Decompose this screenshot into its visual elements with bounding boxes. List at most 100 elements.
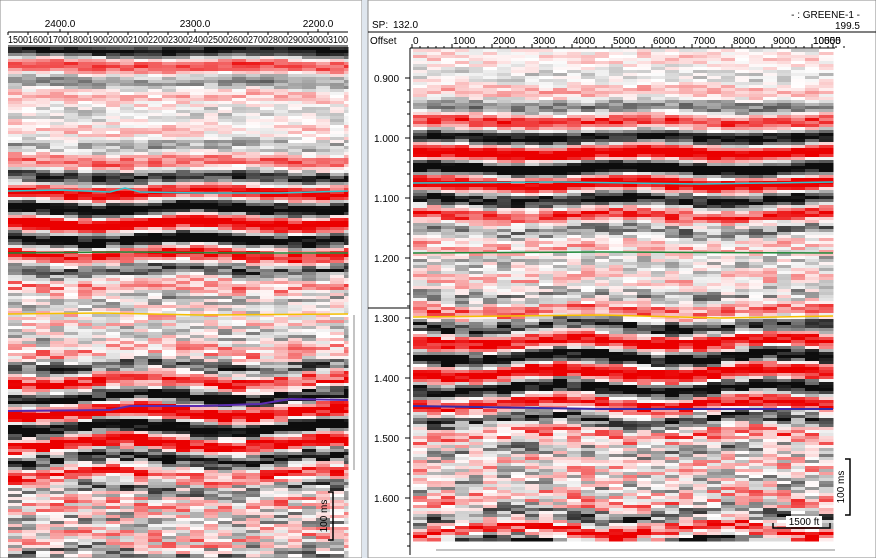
seismic-cell: [190, 293, 205, 297]
seismic-cell: [64, 473, 79, 477]
seismic-cell: [134, 419, 149, 423]
seismic-cell: [204, 461, 219, 465]
seismic-cell: [8, 191, 23, 195]
seismic-cell: [581, 79, 596, 83]
seismic-cell: [162, 203, 177, 207]
seismic-cell: [120, 464, 135, 468]
seismic-cell: [92, 203, 107, 207]
seismic-cell: [749, 118, 764, 122]
seismic-cell: [92, 350, 107, 354]
seismic-cell: [92, 47, 107, 51]
seismic-cell: [777, 106, 792, 110]
seismic-cell: [106, 344, 121, 348]
seismic-cell: [190, 338, 205, 342]
seismic-cell: [8, 89, 23, 93]
seismic-cell: [8, 179, 23, 183]
seismic-cell: [302, 434, 317, 438]
seismic-cell: [330, 80, 345, 84]
seismic-cell: [106, 356, 121, 360]
seismic-cell: [8, 278, 23, 282]
seismic-cell: [106, 47, 121, 51]
seismic-cell: [260, 437, 275, 441]
seismic-cell: [567, 64, 582, 68]
seismic-cell: [190, 344, 205, 348]
seismic-cell: [302, 458, 317, 462]
seismic-cell: [553, 82, 568, 86]
seismic-cell: [64, 551, 79, 555]
seismic-cell: [330, 164, 345, 168]
seismic-cell: [721, 103, 736, 107]
seismic-cell: [22, 305, 37, 309]
seismic-cell: [330, 407, 345, 411]
seismic-cell: [469, 106, 484, 110]
seismic-cell: [204, 413, 219, 417]
seismic-cell: [567, 112, 582, 116]
seismic-cell: [64, 122, 79, 126]
seismic-cell: [106, 302, 121, 306]
seismic-cell: [232, 545, 247, 549]
seismic-cell: [316, 188, 331, 192]
seismic-cell: [134, 452, 149, 456]
seismic-cell: [36, 290, 51, 294]
seismic-cell: [134, 395, 149, 399]
seismic-cell: [92, 416, 107, 420]
seismic-cell: [218, 470, 233, 474]
seismic-cell: [176, 446, 191, 450]
seismic-cell: [246, 254, 261, 258]
seismic-cell: [148, 269, 163, 273]
seismic-cell: [50, 464, 65, 468]
seismic-cell: [148, 131, 163, 135]
seismic-cell: [36, 332, 51, 336]
seismic-cell: [78, 449, 93, 453]
seismic-cell: [260, 65, 275, 69]
seismic-cell: [260, 89, 275, 93]
seismic-cell: [441, 61, 456, 65]
seismic-cell: [288, 479, 303, 483]
seismic-cell: [134, 215, 149, 219]
seismic-cell: [316, 311, 331, 315]
seismic-cell: [190, 266, 205, 270]
seismic-cell: [260, 221, 275, 225]
seismic-cell: [176, 62, 191, 66]
seismic-cell: [316, 479, 331, 483]
seismic-cell: [218, 515, 233, 519]
seismic-cell: [316, 308, 331, 312]
seismic-cell: [595, 121, 610, 125]
seismic-cell: [78, 338, 93, 342]
seismic-cell: [260, 293, 275, 297]
seismic-cell: [791, 91, 806, 95]
seismic-cell: [427, 94, 442, 98]
seismic-cell: [162, 488, 177, 492]
seismic-cell: [204, 422, 219, 426]
seismic-cell: [36, 287, 51, 291]
seismic-cell: [148, 218, 163, 222]
seismic-cell: [511, 82, 526, 86]
seismic-cell: [483, 55, 498, 59]
seismic-cell: [204, 53, 219, 57]
seismic-cell: [148, 119, 163, 123]
seismic-cell: [330, 167, 345, 171]
seismic-cell: [665, 67, 680, 71]
seismic-cell: [330, 134, 345, 138]
seismic-cell: [176, 344, 191, 348]
seismic-cell: [92, 221, 107, 225]
seismic-cell: [344, 503, 349, 507]
seismic-cell: [176, 290, 191, 294]
seismic-cell: [302, 371, 317, 375]
seismic-cell: [120, 239, 135, 243]
seismic-cell: [120, 488, 135, 492]
seismic-cell: [288, 401, 303, 405]
seismic-cell: [330, 149, 345, 153]
seismic-cell: [246, 230, 261, 234]
seismic-cell: [64, 494, 79, 498]
seismic-cell: [316, 317, 331, 321]
seismic-cell: [316, 161, 331, 165]
seismic-cell: [162, 221, 177, 225]
seismic-cell: [120, 299, 135, 303]
seismic-cell: [595, 76, 610, 80]
seismic-cell: [777, 52, 792, 56]
seismic-cell: [344, 323, 349, 327]
seismic-cell: [22, 530, 37, 534]
seismic-cell: [176, 188, 191, 192]
seismic-cell: [120, 482, 135, 486]
